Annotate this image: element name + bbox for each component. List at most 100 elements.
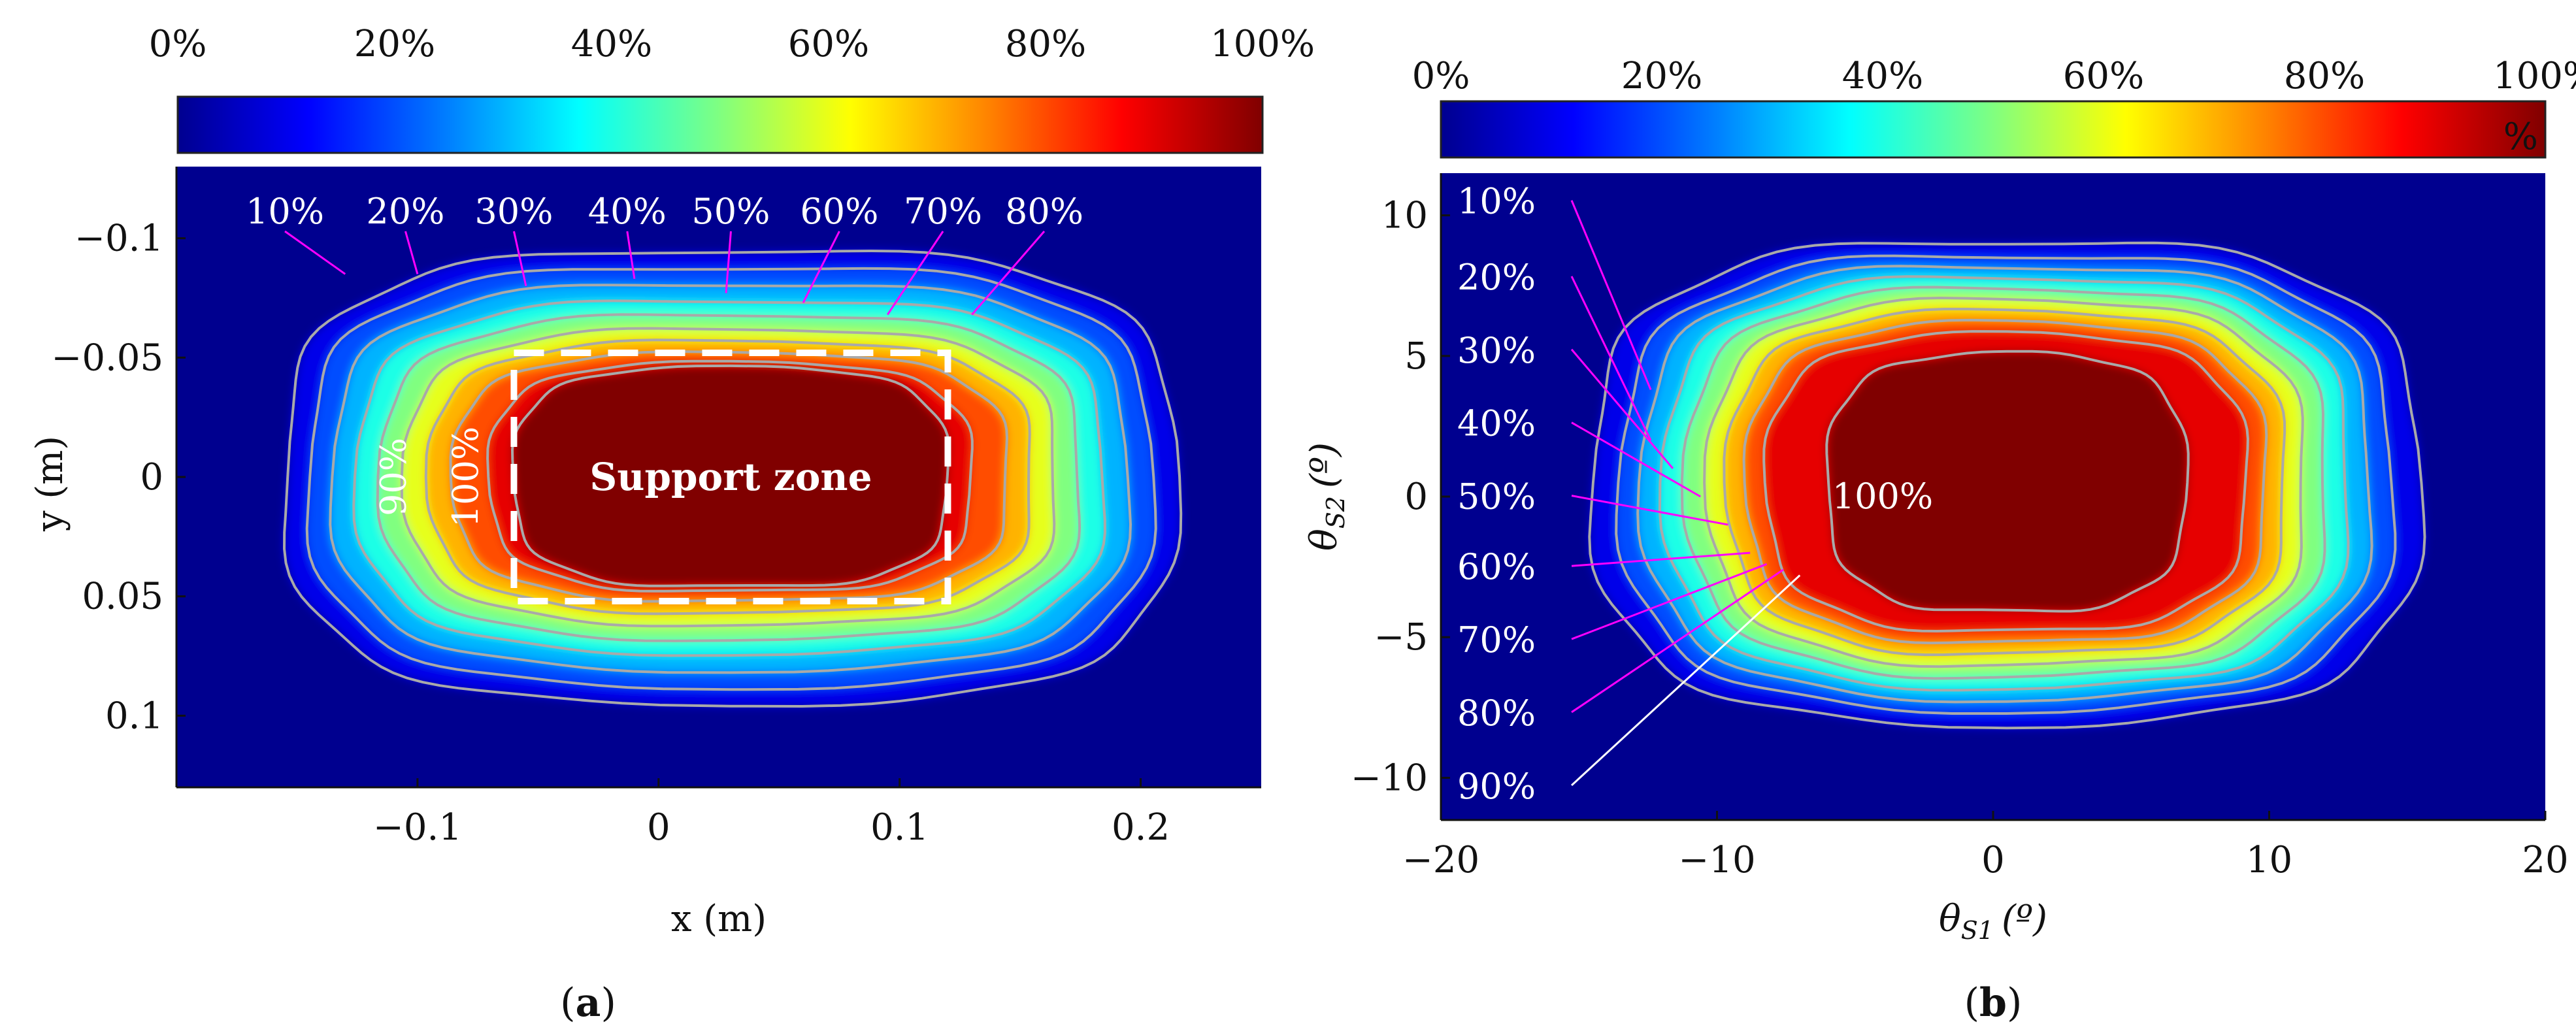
- contour-leader-a: [626, 231, 636, 279]
- colorbar-a-label: 60%: [788, 23, 869, 65]
- contour-leader-b: [1571, 421, 1701, 498]
- contour-leader-b: [1571, 563, 1768, 640]
- heat-band-b: [1826, 351, 2188, 612]
- y-tick-label-a: −0.05: [51, 336, 163, 379]
- y-tick-label-a: −0.1: [74, 218, 163, 260]
- plot-a: Support zone 10% 20% 30% 40% 50% 60% 70% 80% 90%…: [176, 167, 1261, 787]
- contour-label-a: 10%: [246, 191, 324, 232]
- contour-label-a-rotated: 100%: [445, 427, 486, 527]
- colorbar-b-gradient: [1440, 100, 2547, 159]
- contour-line-b: [1703, 296, 2304, 668]
- y-tick-label-a: 0.1: [105, 695, 163, 737]
- x-tick-label-a: 0.1: [870, 806, 929, 849]
- y-tick-label-b: −10: [1351, 757, 1428, 799]
- contour-line-b: [1658, 275, 2350, 692]
- x-axis-label-b-sub: S1: [1961, 916, 1994, 945]
- colorbar-b-label: 80%: [2284, 55, 2365, 97]
- y-tick-label-b: 5: [1404, 335, 1428, 378]
- contour-leader-b: [1571, 568, 1784, 713]
- axes-b: −20 −10 0 10 20 10 5 0 −5 −10: [1351, 173, 2569, 881]
- contour-line-a: [449, 350, 1009, 603]
- contour-label-a: 60%: [800, 191, 878, 232]
- colorbar-b-label: 100%: [2493, 55, 2576, 97]
- colorbar-a-label: 40%: [571, 23, 652, 65]
- heat-band-a: [512, 365, 949, 586]
- x-axis-label-a: x (m): [671, 898, 767, 940]
- colorbar-a-label: 100%: [1210, 23, 1315, 65]
- x-tick-label-b: −10: [1678, 839, 1755, 881]
- x-axis-label-b: θS1 (º): [1939, 898, 2047, 945]
- x-tick-label-a: 0: [647, 806, 670, 849]
- contour-line-a: [486, 359, 974, 593]
- colorbar-b-label: 40%: [1842, 55, 1923, 97]
- contour-label-a: 30%: [474, 191, 553, 232]
- contour-line-a: [400, 327, 1056, 628]
- caption-a-letter: a: [576, 980, 601, 1026]
- panel-b: 0% 20% 40% 60% 80% 100% % 10% 20% 30% 40% 50% 60% 7…: [1303, 55, 2576, 1026]
- x-tick-label-b: 20: [2522, 839, 2568, 881]
- contour-label-a: 40%: [588, 191, 667, 232]
- y-tick-label-b: 10: [1381, 195, 1428, 237]
- y-axis-label-b: θS2 (º): [1303, 442, 1350, 551]
- plot-b: 10% 20% 30% 40% 50% 60% 70% 80% 90% 100%: [1441, 173, 2545, 820]
- contour-line-b: [1636, 265, 2373, 704]
- contour-line-b: [1588, 241, 2426, 730]
- contour-line-a: [352, 299, 1106, 657]
- support-zone-label: Support zone: [589, 455, 872, 499]
- contour-label-a: 70%: [904, 191, 982, 232]
- x-tick-label-a: 0.2: [1112, 806, 1170, 849]
- support-zone-box: [510, 350, 951, 604]
- contour-line-b: [1680, 286, 2326, 680]
- y-axis-label-a: y (m): [29, 436, 71, 532]
- caption-b: (b): [1964, 980, 2023, 1026]
- contour-leader-b: [1570, 348, 1674, 469]
- contour-line-b: [1762, 330, 2249, 633]
- contour-line-a: [282, 249, 1183, 708]
- contour-line-b: [1723, 308, 2287, 657]
- x-tick-label-b: 10: [2246, 839, 2292, 881]
- x-axis-label-b-unit: (º): [2002, 898, 2047, 940]
- contour-label-b: 60%: [1457, 546, 1536, 587]
- colorbar-a: 0% 20% 40% 60% 80% 100%: [149, 23, 1315, 154]
- contour-label-b: 20%: [1457, 257, 1536, 298]
- y-tick-label-a: 0.05: [82, 576, 163, 618]
- contour-label-b-inner: 100%: [1832, 476, 1933, 517]
- y-axis-label-b-sub: S2: [1321, 496, 1350, 529]
- x-tick-label-a: −0.1: [373, 806, 462, 849]
- contour-line-a: [305, 267, 1157, 691]
- y-tick-label-a: 0: [140, 456, 163, 499]
- contour-leader-b: [1571, 551, 1751, 567]
- x-tick-label-b: −20: [1402, 839, 1479, 881]
- caption-a: (a): [560, 980, 616, 1026]
- colorbar-a-label: 20%: [354, 23, 435, 65]
- contour-leader-a: [512, 231, 527, 287]
- contour-line-b: [1825, 350, 2190, 613]
- colorbar-b-label: 20%: [1621, 55, 1702, 97]
- contour-label-b: 40%: [1457, 403, 1536, 444]
- contour-leader-a: [802, 231, 840, 303]
- colorbar-a-label: 80%: [1005, 23, 1086, 65]
- colorbar-b-label: 0%: [1412, 55, 1470, 97]
- colorbar-b-unit: %: [2503, 116, 2538, 158]
- x-axis-label-b-main: θ: [1939, 898, 1961, 940]
- caption-b-letter: b: [1979, 980, 2007, 1026]
- contour-label-b: 80%: [1457, 693, 1536, 734]
- panel-a: 0% 20% 40% 60% 80% 100% Support zone 10% 20% 30…: [29, 23, 1315, 1026]
- contour-leader-b: [1570, 276, 1652, 441]
- contour-leader-a: [725, 231, 732, 293]
- y-axis-label-b-main: θ: [1303, 529, 1346, 551]
- y-tick-label-b: −5: [1374, 616, 1428, 659]
- contour-line-a: [329, 284, 1132, 674]
- contour-leader-a: [971, 231, 1046, 316]
- colorbar-a-gradient: [176, 95, 1264, 154]
- contour-label-b: 90%: [1457, 766, 1536, 807]
- contour-label-b: 30%: [1457, 330, 1536, 371]
- colorbar-a-label: 0%: [149, 23, 207, 65]
- contour-line-a: [376, 313, 1082, 642]
- colorbar-b: 0% 20% 40% 60% 80% 100% %: [1412, 55, 2576, 159]
- contour-label-a: 50%: [691, 191, 770, 232]
- contour-line-a: [424, 338, 1031, 615]
- contour-leader-a: [886, 231, 944, 316]
- x-tick-label-b: 0: [1981, 839, 2005, 881]
